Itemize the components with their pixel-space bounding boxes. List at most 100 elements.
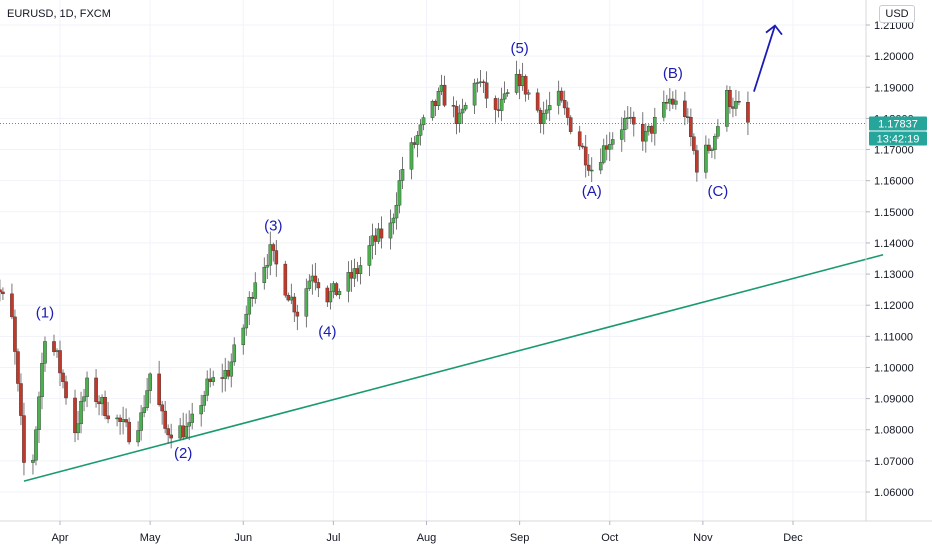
- candle-body: [598, 162, 603, 171]
- candle-up: [76, 410, 80, 441]
- candle-body: [391, 217, 396, 224]
- candle-up: [43, 336, 47, 372]
- candle-body: [577, 131, 582, 147]
- candle-body: [647, 126, 651, 132]
- candle-up: [541, 101, 546, 135]
- candle-body: [82, 396, 86, 402]
- candle-down: [16, 348, 20, 392]
- candle-body: [683, 100, 687, 117]
- candle-up: [352, 258, 357, 288]
- candle-body: [76, 423, 80, 434]
- candle-body: [607, 144, 612, 150]
- candle-up: [601, 138, 606, 165]
- candle-down: [586, 153, 591, 177]
- candle-down: [0, 279, 2, 302]
- candle-down: [671, 91, 675, 109]
- candle-body: [10, 293, 14, 318]
- candle-body: [34, 429, 38, 461]
- candle-up: [223, 357, 228, 392]
- candle-body: [352, 268, 357, 279]
- candle-up: [619, 117, 624, 152]
- candle-body: [124, 419, 128, 423]
- price-tick-label: 1.14000: [874, 238, 914, 250]
- candle-down: [19, 373, 23, 426]
- candle-down: [313, 262, 318, 291]
- price-tick-label: 1.19000: [874, 82, 914, 94]
- candle-down: [64, 375, 68, 405]
- last-price-value: 1.17837: [878, 118, 918, 130]
- candle-up: [430, 99, 435, 121]
- candle-body: [481, 81, 486, 84]
- price-tick-label: 1.13000: [874, 269, 914, 281]
- candle-up: [556, 80, 561, 115]
- candle-body: [127, 421, 131, 443]
- price-tick-label: 1.06000: [874, 487, 914, 499]
- candle-body: [310, 275, 315, 282]
- candle-down: [577, 125, 582, 151]
- candle-body: [271, 244, 276, 251]
- candle-body: [737, 101, 741, 103]
- candle-body: [268, 244, 273, 266]
- candle-down: [689, 108, 693, 147]
- candle-body: [37, 396, 41, 430]
- candle-down: [325, 285, 330, 307]
- candle-down: [169, 423, 173, 449]
- candle-body: [136, 430, 140, 443]
- candle-body: [484, 82, 489, 99]
- candle-down: [562, 90, 567, 115]
- candle-up: [704, 135, 708, 179]
- candle-body: [190, 413, 194, 423]
- candle-down: [692, 133, 696, 155]
- candle-body: [640, 124, 645, 142]
- candle-body: [604, 145, 609, 150]
- candle-down: [58, 340, 62, 387]
- candle-down: [559, 87, 564, 103]
- candle-body: [31, 459, 35, 463]
- candle-body: [283, 263, 288, 296]
- candle-body: [265, 264, 270, 268]
- candle-body: [292, 296, 297, 313]
- candle-up: [244, 305, 249, 336]
- candle-body: [181, 425, 185, 438]
- candle-body: [160, 404, 164, 412]
- candle-down: [316, 278, 321, 298]
- candle-up: [662, 90, 666, 122]
- candle-down: [580, 142, 585, 150]
- candle-up: [148, 372, 152, 404]
- candle-up: [625, 106, 630, 130]
- candle-down: [166, 424, 170, 444]
- candle-body: [565, 107, 570, 118]
- candle-body: [208, 378, 213, 382]
- time-tick-label: Apr: [51, 532, 68, 544]
- candle-up: [598, 148, 603, 175]
- candle-body: [313, 275, 318, 283]
- time-tick-label: Jul: [326, 532, 340, 544]
- candle-body: [262, 266, 267, 283]
- price-tick-label: 1.10000: [874, 362, 914, 374]
- candle-body: [707, 144, 711, 151]
- candle-up: [415, 130, 420, 158]
- candle-down: [517, 69, 522, 100]
- candle-down: [181, 412, 185, 441]
- candle-body: [601, 145, 606, 163]
- candle-body: [334, 283, 339, 295]
- currency-button[interactable]: USD: [879, 5, 915, 23]
- candle-body: [355, 268, 360, 274]
- candle-up: [205, 370, 210, 402]
- candle-body: [376, 228, 381, 242]
- candle-up: [409, 137, 414, 180]
- time-tick-label: Aug: [417, 532, 437, 544]
- candle-down: [683, 91, 687, 126]
- candle-down: [22, 402, 26, 476]
- candle-body: [418, 124, 423, 136]
- candle-body: [731, 106, 735, 109]
- wave-label: (5): [510, 40, 528, 57]
- candle-up: [674, 89, 678, 110]
- candle-down: [731, 97, 735, 118]
- candle-body: [580, 145, 585, 148]
- candle-up: [268, 231, 273, 276]
- candle-up: [337, 288, 342, 300]
- candle-up: [622, 110, 627, 143]
- candle-up: [475, 78, 480, 93]
